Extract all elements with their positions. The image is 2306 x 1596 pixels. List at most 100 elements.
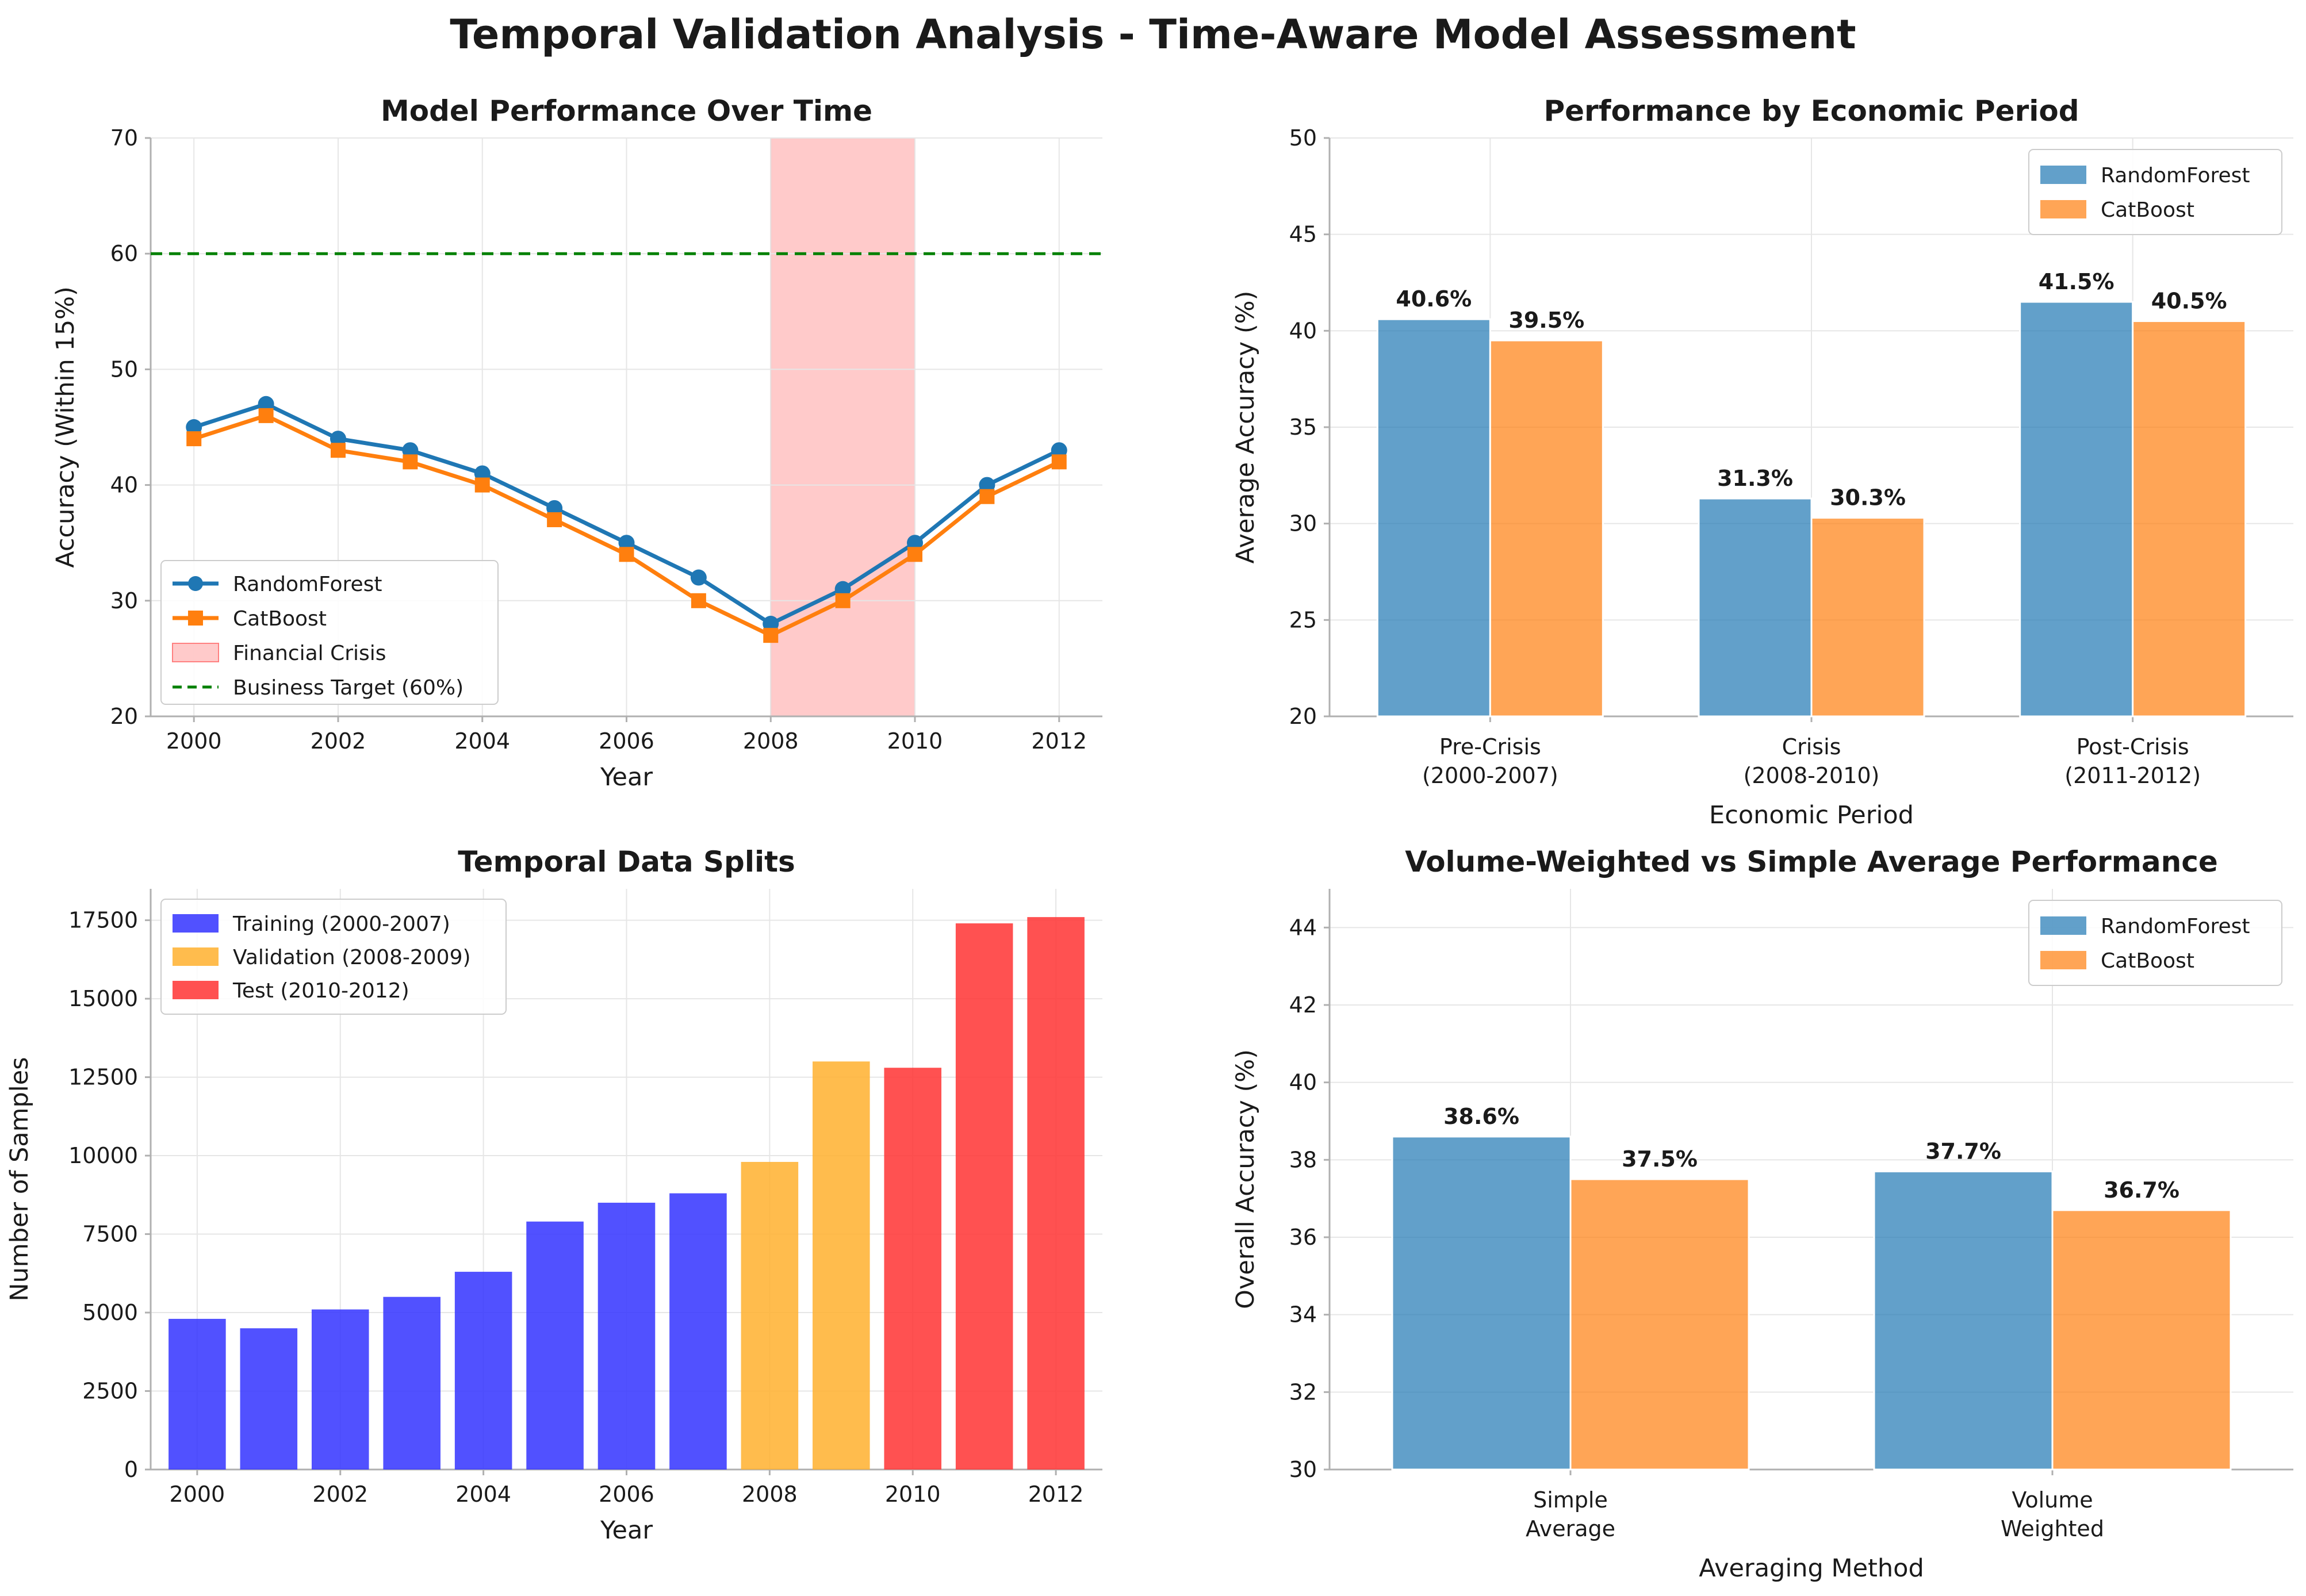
x-tick-label: 2000 bbox=[170, 1482, 225, 1507]
bar-test bbox=[955, 923, 1013, 1470]
bar-catboost bbox=[1569, 1178, 1750, 1471]
value-label: 37.5% bbox=[1622, 1146, 1698, 1172]
data-point-randomforest bbox=[690, 569, 707, 586]
data-point-randomforest bbox=[763, 616, 779, 632]
value-label: 30.3% bbox=[1830, 485, 1906, 511]
data-point-catboost bbox=[763, 628, 779, 643]
y-tick-label: 32 bbox=[1289, 1379, 1317, 1405]
y-tick-label: 40 bbox=[110, 473, 138, 498]
x-axis-label: Averaging Method bbox=[1699, 1554, 1924, 1583]
legend-swatch bbox=[2040, 951, 2086, 969]
bar-training bbox=[383, 1296, 440, 1470]
legend-box bbox=[2028, 900, 2282, 986]
y-axis-label: Number of Samples bbox=[5, 1057, 34, 1301]
data-point-catboost bbox=[547, 512, 562, 527]
legend-box bbox=[160, 560, 499, 705]
category-label: Weighted bbox=[2001, 1516, 2104, 1541]
value-label: 39.5% bbox=[1508, 308, 1584, 333]
y-tick-label: 34 bbox=[1289, 1302, 1317, 1328]
category-label: (2011-2012) bbox=[2064, 763, 2201, 788]
value-label: 40.5% bbox=[2151, 289, 2227, 314]
bar-randomforest bbox=[1698, 497, 1813, 718]
data-point-catboost bbox=[835, 593, 851, 608]
value-label: 41.5% bbox=[2039, 269, 2115, 294]
x-axis-label: Year bbox=[600, 1516, 653, 1545]
y-tick-label: 45 bbox=[1289, 222, 1317, 247]
bar-randomforest bbox=[1873, 1171, 2054, 1471]
data-point-randomforest bbox=[834, 581, 851, 597]
y-tick-label: 0 bbox=[124, 1457, 138, 1482]
legend-swatch bbox=[2040, 166, 2086, 184]
legend-label: Test (2010-2012) bbox=[232, 979, 409, 1003]
data-point-catboost bbox=[907, 547, 923, 562]
x-tick-label: 2012 bbox=[1031, 728, 1087, 754]
bar-catboost bbox=[1489, 339, 1604, 718]
legend-swatch bbox=[173, 947, 219, 966]
legend-label: CatBoost bbox=[2101, 198, 2194, 222]
y-tick-label: 36 bbox=[1289, 1225, 1317, 1250]
legend-swatch bbox=[2040, 200, 2086, 218]
y-tick-label: 25 bbox=[1289, 607, 1317, 632]
panel-volume-weighted-vs-simple: 30 32 34 36 38 40 42 44 Volume-Weighted vs Simpl… bbox=[1231, 845, 2293, 1583]
data-point-catboost bbox=[979, 489, 995, 504]
y-axis-label: Overall Accuracy (%) bbox=[1231, 1049, 1260, 1309]
y-tick-label: 60 bbox=[110, 241, 138, 266]
category-label: Post-Crisis bbox=[2077, 734, 2189, 759]
x-tick-label: 2002 bbox=[312, 1482, 368, 1507]
y-tick-label: 38 bbox=[1289, 1147, 1317, 1172]
bar-catboost bbox=[2051, 1209, 2232, 1471]
value-label: 36.7% bbox=[2104, 1177, 2179, 1203]
x-tick-label: 2010 bbox=[887, 728, 943, 754]
data-point-randomforest bbox=[402, 442, 419, 459]
panel-title: Temporal Data Splits bbox=[458, 845, 795, 878]
bar-catboost bbox=[1810, 517, 1925, 718]
bar-training bbox=[454, 1272, 512, 1470]
x-tick-label: 2006 bbox=[599, 1482, 654, 1507]
y-tick-label: 40 bbox=[1289, 1070, 1317, 1095]
x-tick-label: 2010 bbox=[885, 1482, 941, 1507]
data-point-catboost bbox=[474, 477, 490, 493]
data-point-randomforest bbox=[618, 535, 635, 551]
y-tick-label: 10000 bbox=[68, 1143, 138, 1168]
y-tick-label: 50 bbox=[110, 356, 138, 382]
bar-catboost bbox=[2132, 320, 2247, 718]
bar-training bbox=[168, 1318, 226, 1470]
y-tick-label: 35 bbox=[1289, 415, 1317, 440]
y-tick-label: 70 bbox=[110, 125, 138, 151]
legend-label: Business Target (60%) bbox=[233, 676, 464, 700]
bar-randomforest bbox=[2019, 301, 2134, 718]
legend-box bbox=[160, 899, 507, 1015]
legend-swatch bbox=[172, 643, 219, 662]
legend-label: RandomForest bbox=[2101, 915, 2250, 938]
category-label: (2000-2007) bbox=[1422, 763, 1558, 788]
legend-label: CatBoost bbox=[233, 607, 327, 631]
category-label: (2008-2010) bbox=[1744, 763, 1880, 788]
legend-box bbox=[2028, 149, 2282, 235]
data-point-randomforest bbox=[979, 477, 995, 493]
bar-training bbox=[669, 1193, 727, 1470]
panel-title: Volume-Weighted vs Simple Average Perfor… bbox=[1405, 845, 2218, 878]
bar-test bbox=[1027, 917, 1085, 1470]
x-axis-label: Year bbox=[600, 763, 653, 792]
y-tick-label: 20 bbox=[1289, 704, 1317, 729]
bar-training bbox=[240, 1328, 298, 1470]
category-label: Pre-Crisis bbox=[1439, 734, 1541, 759]
y-tick-label: 30 bbox=[1289, 1457, 1317, 1482]
panel-title: Performance by Economic Period bbox=[1543, 94, 2079, 128]
x-tick-label: 2012 bbox=[1028, 1482, 1084, 1507]
data-point-catboost bbox=[1051, 454, 1067, 470]
legend-label: RandomForest bbox=[2101, 164, 2250, 187]
value-label: 40.6% bbox=[1396, 286, 1472, 312]
x-tick-label: 2008 bbox=[743, 728, 799, 754]
x-tick-label: 2004 bbox=[455, 1482, 511, 1507]
x-tick-label: 2004 bbox=[454, 728, 510, 754]
category-label: Simple bbox=[1533, 1487, 1608, 1513]
legend-marker bbox=[188, 576, 203, 591]
bar-randomforest bbox=[1391, 1135, 1572, 1471]
value-label: 31.3% bbox=[1717, 466, 1793, 491]
x-tick-label: 2006 bbox=[599, 728, 654, 754]
y-tick-label: 2500 bbox=[82, 1379, 138, 1404]
panel-model-performance-over-time: 20 30 40 50 60 70 2000 2002 2004 2006 2008 2010 2012… bbox=[51, 94, 1102, 792]
figure-title: Temporal Validation Analysis - Time-Awar… bbox=[450, 11, 1856, 58]
legend-swatch bbox=[173, 981, 219, 999]
